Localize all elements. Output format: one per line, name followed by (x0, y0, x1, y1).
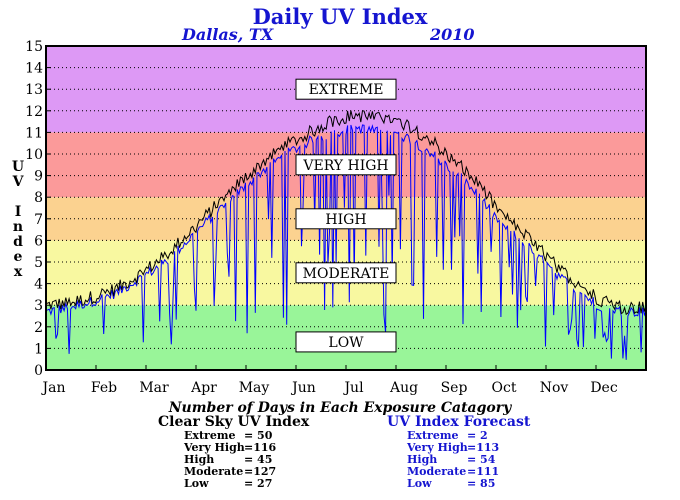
y-tick-label: 11 (25, 125, 43, 141)
stats-value: =127 (244, 465, 277, 478)
y-tick-label: 1 (34, 341, 43, 357)
stats-row: High = 45 (158, 454, 309, 466)
y-tick-label: 3 (34, 298, 43, 314)
y-tick-label: 4 (34, 277, 43, 293)
stats-label: Moderate (407, 465, 467, 478)
y-axis-label-char: U (11, 159, 25, 175)
y-axis-label-char: e (13, 249, 23, 265)
y-axis-label-char: d (13, 234, 23, 250)
stats-label: Low (184, 477, 209, 490)
stats-value: =111 (467, 465, 500, 478)
plot-frame (45, 45, 647, 371)
stats-label: Extreme (184, 429, 236, 442)
location-label: Dallas, TX (182, 25, 274, 44)
stats-row: Low = 27 (158, 478, 309, 490)
y-tick-label: 9 (34, 169, 43, 185)
stats-row: High = 54 (387, 454, 530, 466)
band-label-box (295, 208, 397, 230)
stats-row: Moderate=111 (387, 466, 530, 478)
stats-value: =116 (244, 441, 277, 454)
y-tick-label: 7 (34, 212, 43, 228)
y-tick-label: 10 (25, 147, 43, 163)
band-label-box (295, 78, 397, 100)
y-axis-label-char: x (13, 264, 23, 280)
x-tick-label: Sep (441, 380, 468, 396)
stats-label: Very High (184, 441, 245, 454)
y-tick-label: 13 (25, 82, 43, 98)
stats-row: Low = 85 (387, 478, 530, 490)
clear-sky-stats: Clear Sky UV Index Extreme = 50 Very High=… (158, 414, 309, 490)
y-axis-label-char: I (14, 204, 22, 220)
year-label: 2010 (430, 25, 475, 44)
x-tick-label: Mar (139, 380, 169, 396)
y-tick-label: 5 (34, 255, 43, 271)
forecast-title: UV Index Forecast (387, 414, 531, 430)
x-tick-label: Jul (342, 380, 364, 396)
y-axis-label-char (10, 190, 26, 205)
x-tick-labels: Jan Feb Mar Apr May Jun Jul Aug Sep Oct Nov Dec (41, 365, 618, 396)
y-tick-label: 2 (34, 320, 43, 336)
series-lines (45, 110, 647, 360)
clear-sky-title: Clear Sky UV Index (158, 414, 310, 430)
band-label: LOW (328, 335, 364, 351)
y-tick-label: 15 (25, 39, 43, 55)
stats-value: = 85 (467, 477, 496, 490)
y-tick-label: 12 (25, 104, 43, 120)
stats-label: Low (407, 477, 432, 490)
stats-value: = 45 (244, 453, 273, 466)
y-axis-label-char: n (12, 219, 24, 235)
x-tick-label: Oct (492, 380, 517, 396)
y-tick-label: 14 (25, 61, 43, 77)
stats-value: = 27 (244, 477, 273, 490)
band-label: MODERATE (303, 266, 390, 282)
x-tick-label: Feb (91, 380, 117, 396)
band-labels: EXTREME VERY HIGH HIGH MODERATE LOW (295, 78, 397, 353)
x-tick-label: Jun (290, 380, 316, 396)
series-line-forecast (45, 124, 647, 360)
x-tick-label: May (239, 380, 270, 396)
band-label: VERY HIGH (302, 158, 388, 174)
y-axis-label-char: V (12, 174, 24, 190)
stats-row: Extreme = 50 (158, 430, 309, 442)
stats-label: Very High (407, 441, 468, 454)
y-tick-label: 8 (34, 190, 43, 206)
stats-label: High (184, 453, 215, 466)
forecast-stats: UV Index Forecast Extreme = 2 Very High=11… (387, 414, 530, 490)
y-tick-label: 0 (34, 363, 43, 379)
chart-title: Daily UV Index (252, 4, 428, 29)
series-line-clear-sky (45, 110, 647, 316)
y-tick-label: 6 (34, 233, 43, 249)
stats-row: Very High=116 (158, 442, 309, 454)
stats-label: Extreme (407, 429, 459, 442)
stats-row: Very High=113 (387, 442, 530, 454)
stats-row: Moderate=127 (158, 466, 309, 478)
band-label: HIGH (325, 212, 366, 228)
days-caption: Number of Days in Each Exposure Catagory (168, 400, 512, 416)
x-tick-label: Nov (540, 380, 569, 396)
x-tick-label: Apr (190, 380, 217, 396)
x-tick-label: Aug (389, 380, 418, 396)
stats-label: Moderate (184, 465, 244, 478)
band-label-box (295, 262, 397, 284)
stats-label: High (407, 453, 438, 466)
x-tick-label: Dec (590, 380, 618, 396)
x-tick-label: Jan (41, 380, 66, 396)
band-label-box (295, 154, 397, 176)
stats-value: = 54 (467, 453, 496, 466)
stats-row: Extreme = 2 (387, 430, 530, 442)
band-label: EXTREME (309, 82, 384, 98)
stats-value: =113 (467, 441, 500, 454)
stats-value: = 2 (467, 429, 488, 442)
band-label-box (295, 331, 397, 353)
stats-value: = 50 (244, 429, 273, 442)
